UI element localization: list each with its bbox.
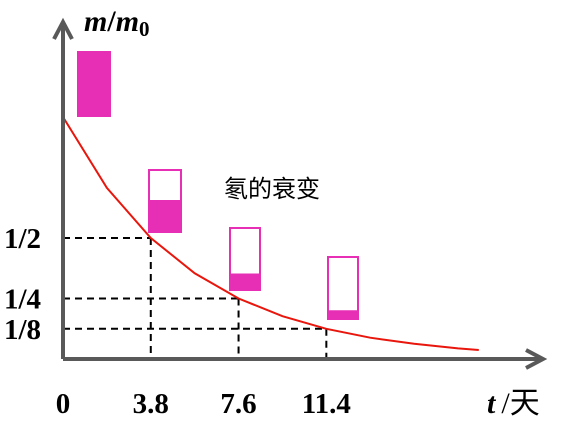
x-tick-label-3: 11.4 bbox=[302, 388, 351, 420]
sample-bars bbox=[77, 51, 359, 320]
sample-container-3 bbox=[327, 256, 359, 320]
decay-annotation: 氡的衰变 bbox=[224, 175, 320, 203]
decay-curve bbox=[62, 116, 479, 351]
sample-fill-2 bbox=[229, 273, 261, 291]
y-axis-title: m/m0 bbox=[84, 5, 150, 41]
x-tick-label-2: 7.6 bbox=[220, 388, 256, 420]
sample-outline-3 bbox=[327, 256, 359, 320]
sample-fill-1 bbox=[148, 200, 182, 233]
sample-container-2 bbox=[229, 227, 261, 291]
x-axis-title: t/天 bbox=[487, 387, 540, 420]
guide-lines bbox=[63, 237, 328, 359]
sample-container-0 bbox=[77, 51, 111, 117]
sample-fill-3 bbox=[327, 310, 359, 320]
y-tick-label-1: 1/4 bbox=[4, 284, 41, 316]
x-tick-label-0: 0 bbox=[56, 388, 71, 420]
y-tick-label-0: 1/2 bbox=[4, 223, 41, 255]
sample-container-1 bbox=[148, 169, 182, 233]
axes bbox=[52, 17, 548, 370]
x-tick-label-1: 3.8 bbox=[133, 388, 169, 420]
sample-fill-0 bbox=[77, 51, 111, 117]
y-axis-arrow bbox=[52, 17, 74, 40]
decay-curve-group bbox=[62, 116, 479, 351]
tick-labels: 0 3.8 7.6 11.4 1/2 1/41/8 bbox=[4, 223, 351, 420]
y-tick-label-2: 1/8 bbox=[4, 314, 41, 346]
x-axis-arrow bbox=[525, 348, 548, 370]
